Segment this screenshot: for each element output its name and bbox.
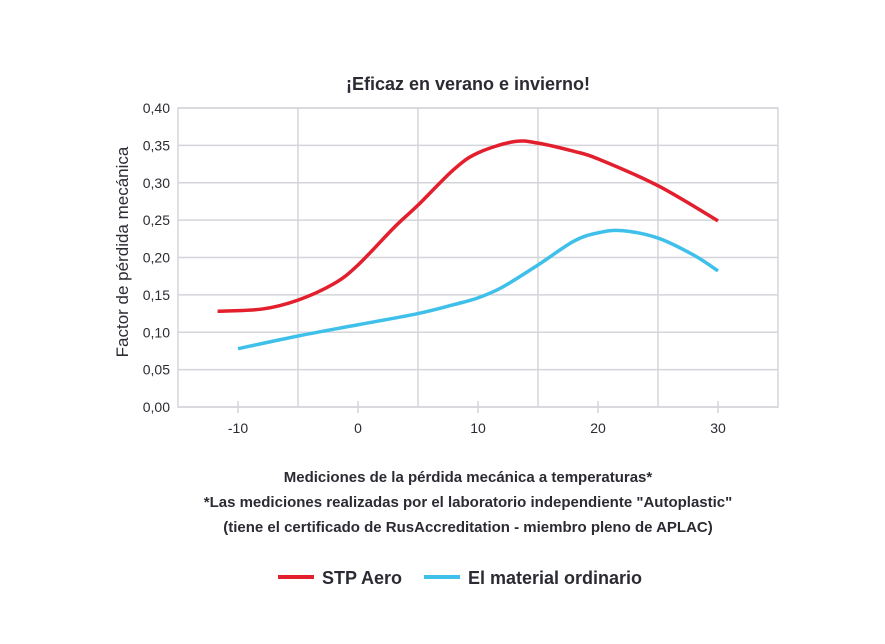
legend-label-material-ordinario: El material ordinario	[468, 568, 642, 588]
y-tick-label: 0,00	[143, 399, 170, 415]
chart-title: ¡Eficaz en verano e invierno!	[346, 74, 590, 94]
y-tick-label: 0,10	[143, 324, 170, 340]
note-line-1: *Las mediciones realizadas por el labora…	[204, 494, 733, 511]
y-tick-label: 0,35	[143, 137, 170, 153]
note-line-2: (tiene el certificado de RusAccreditatio…	[223, 519, 713, 536]
x-tick-label: 10	[470, 420, 486, 436]
x-tick-label: 0	[354, 420, 362, 436]
y-tick-label: 0,15	[143, 287, 170, 303]
legend-label-stp-aero: STP Aero	[322, 568, 402, 588]
x-tick-label: -10	[228, 420, 248, 436]
y-tick-label: 0,40	[143, 100, 170, 116]
x-tick-label: 20	[590, 420, 606, 436]
x-tick-label: 30	[710, 420, 726, 436]
series-line-stp-aero	[217, 139, 719, 314]
y-tick-label: 0,20	[143, 250, 170, 266]
y-tick-label: 0,05	[143, 362, 170, 378]
y-tick-label: 0,30	[143, 175, 170, 191]
y-tick-label: 0,25	[143, 212, 170, 228]
y-axis-label: Factor de pérdida mecánica	[113, 146, 132, 357]
x-axis-label: Mediciones de la pérdida mecánica a temp…	[284, 469, 653, 486]
series-line-material-ordinario	[237, 228, 719, 351]
